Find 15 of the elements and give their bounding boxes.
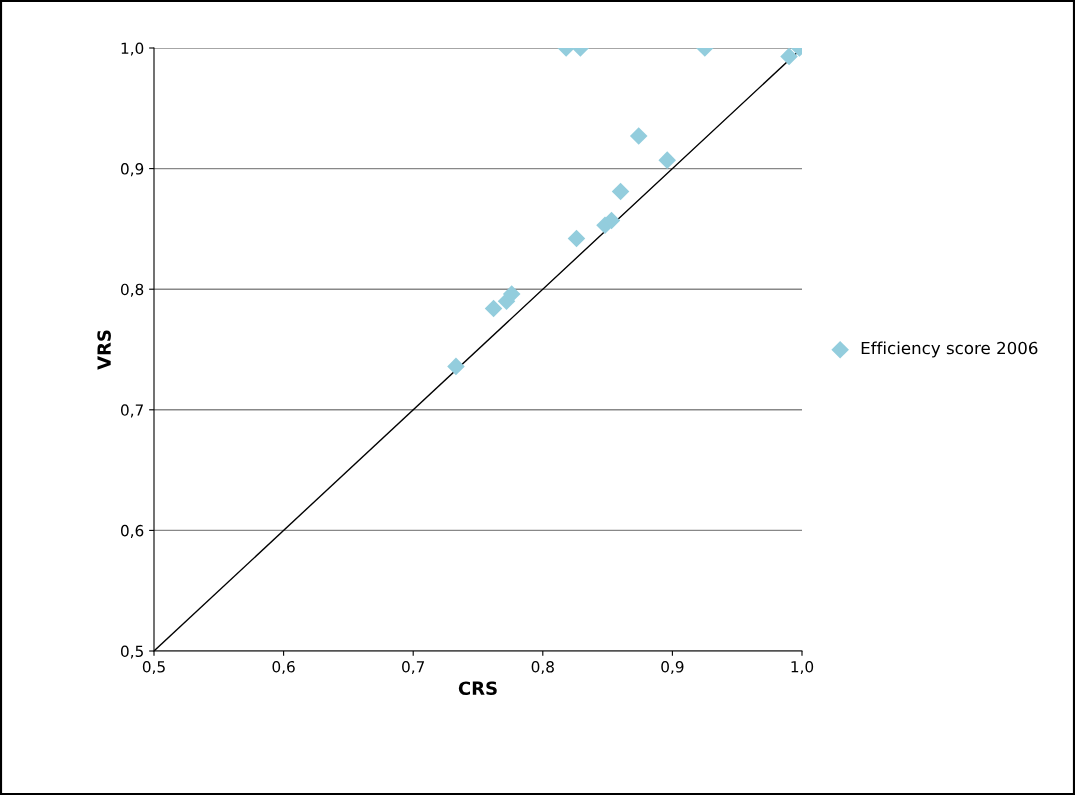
x-tick-label: 0,7 bbox=[402, 660, 425, 675]
y-tick-label: 0,6 bbox=[120, 524, 144, 538]
y-tick-label: 0,9 bbox=[120, 163, 144, 177]
x-tick-label: 0,6 bbox=[272, 660, 295, 675]
y-tick-label: 0,8 bbox=[120, 283, 144, 297]
x-axis-title: CRS bbox=[458, 681, 497, 696]
y-tick-label: 0,5 bbox=[120, 645, 143, 659]
x-tick-label: 0,9 bbox=[661, 660, 684, 675]
x-tick-label: 0,8 bbox=[531, 660, 554, 675]
x-tick-label: 1,0 bbox=[791, 660, 814, 675]
y-tick-label: 1,0 bbox=[121, 42, 144, 56]
y-axis-title: VRS bbox=[97, 330, 111, 370]
legend-label: Efficiency score 2006 bbox=[861, 341, 1038, 358]
y-tick-label: 0,7 bbox=[120, 404, 143, 418]
x-tick-label: 0,5 bbox=[142, 660, 165, 675]
